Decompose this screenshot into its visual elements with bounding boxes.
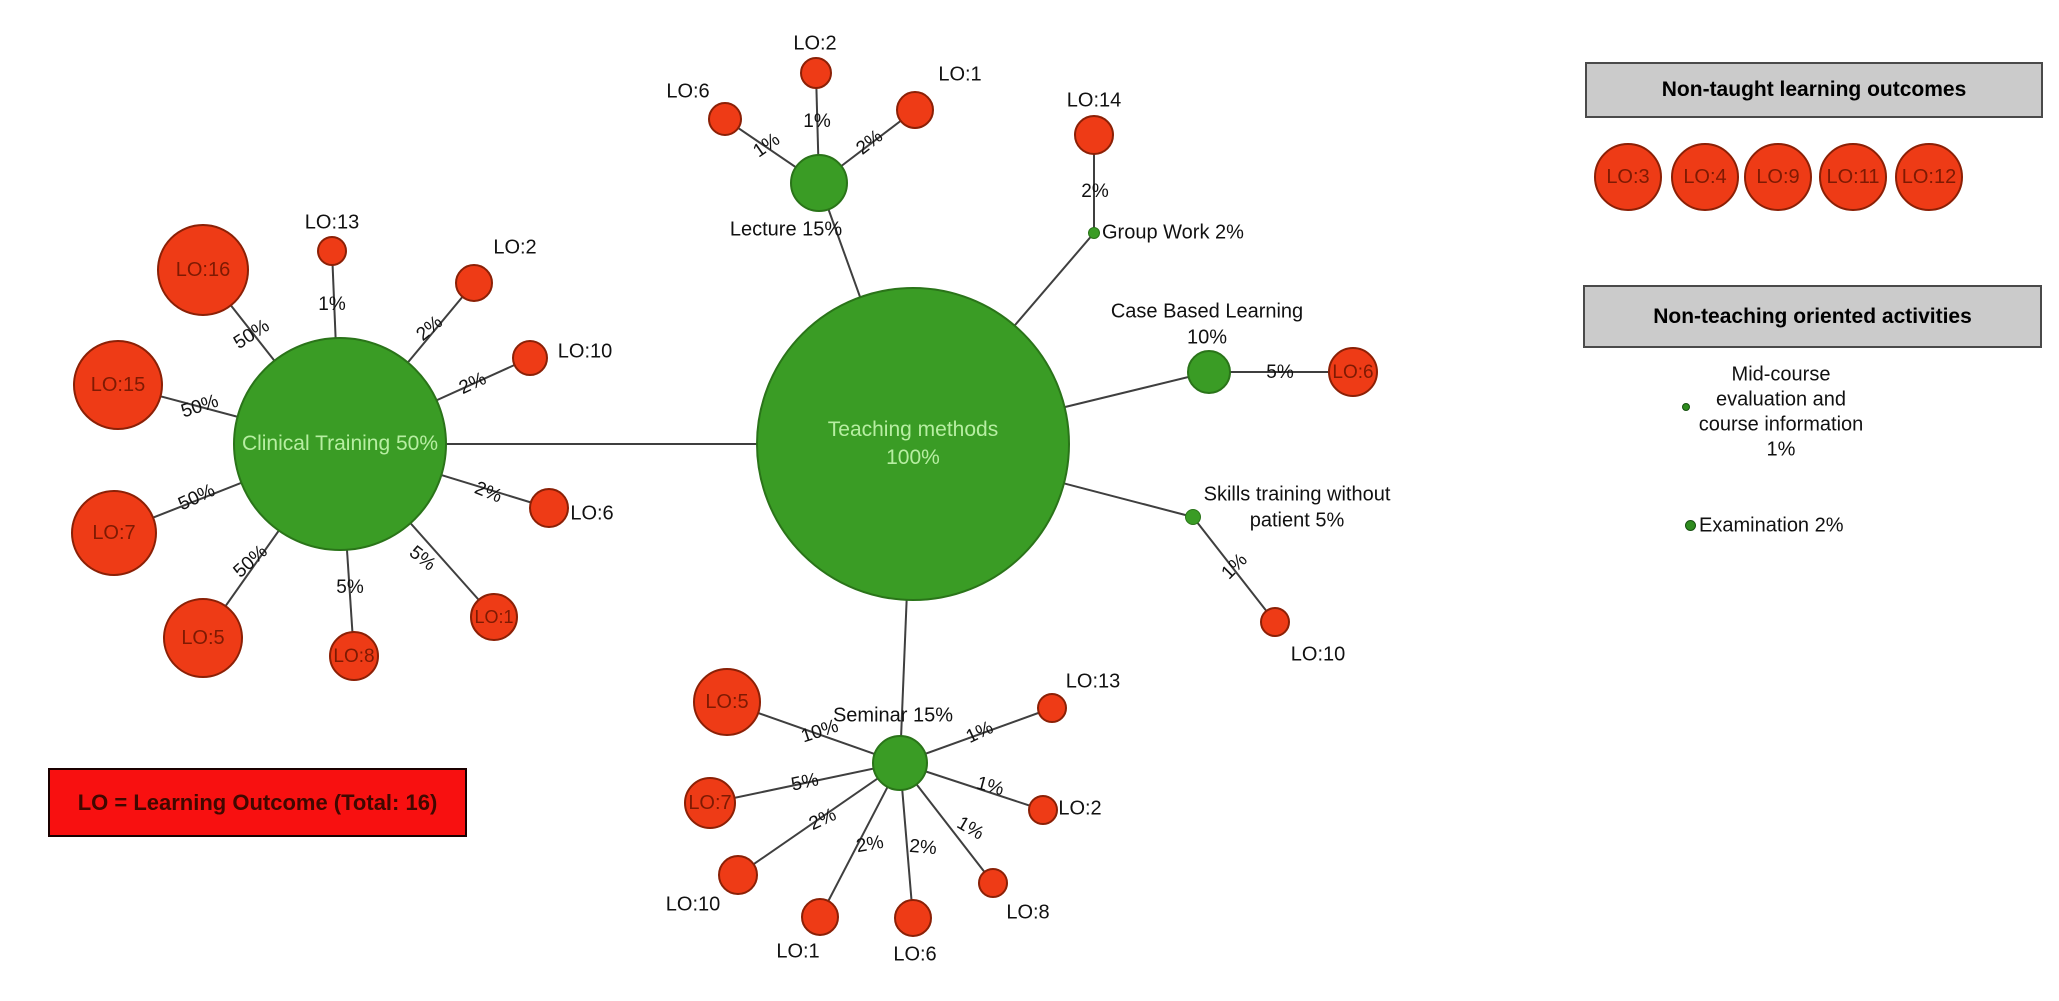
node-s_lo1 <box>801 898 839 936</box>
node-c_lo1-label: LO:1 <box>474 607 514 627</box>
legend-circle-lo4: LO:4 <box>1671 143 1739 211</box>
legend-title-non-teaching: Non-teaching oriented activities <box>1583 285 2042 348</box>
node-seminar <box>872 735 928 791</box>
midcourse-line-4: 1% <box>1766 438 1796 461</box>
legend-circle-lo9-label: LO:9 <box>1756 165 1800 188</box>
node-c_lo6 <box>529 488 569 528</box>
node-teaching-label: Teaching methods 100% <box>827 417 999 469</box>
node-sk_lo10 <box>1260 607 1290 637</box>
midcourse-dot-icon <box>1682 403 1690 411</box>
node-c_lo8-label: LO:8 <box>333 645 375 667</box>
node-lo14 <box>1074 115 1114 155</box>
node-c_lo2 <box>455 264 493 302</box>
node-c_lo7-label: LO:7 <box>92 522 136 544</box>
node-teaching: Teaching methods 100% <box>756 287 1070 601</box>
examination-label: Examination 2% <box>1699 514 1844 537</box>
legend-circle-lo11: LO:11 <box>1819 143 1887 211</box>
node-clinical: Clinical Training 50% <box>233 337 447 551</box>
node-s_lo13 <box>1037 693 1067 723</box>
legend-circle-lo4-label: LO:4 <box>1683 165 1727 188</box>
legend-title-non-teaching-label: Non-teaching oriented activities <box>1653 304 1972 328</box>
node-c_lo8: LO:8 <box>329 631 379 681</box>
legend-circle-lo11-label: LO:11 <box>1826 165 1880 188</box>
node-c_lo15-label: LO:15 <box>90 374 146 396</box>
node-c_lo5: LO:5 <box>163 598 243 678</box>
midcourse-line-3: course information <box>1698 413 1864 436</box>
node-cbl_lo6-label: LO:6 <box>1332 361 1374 383</box>
edge-seminar-s_lo10 <box>737 762 901 876</box>
node-clinical-label: Clinical Training 50% <box>241 431 439 455</box>
node-cbl <box>1187 350 1231 394</box>
node-c_lo13 <box>317 236 347 266</box>
node-s_lo10 <box>718 855 758 895</box>
legend-title-non-taught: Non-taught learning outcomes <box>1585 62 2043 118</box>
node-cbl_lo6: LO:6 <box>1328 347 1378 397</box>
key-box-label: LO = Learning Outcome (Total: 16) <box>77 789 438 815</box>
midcourse-line-1: Mid-course <box>1731 363 1831 386</box>
node-c_lo16-label: LO:16 <box>175 259 231 281</box>
node-l_lo2 <box>800 57 832 89</box>
node-skills <box>1185 509 1201 525</box>
node-c_lo5-label: LO:5 <box>181 627 225 649</box>
node-s_lo2 <box>1028 795 1058 825</box>
node-lecture <box>790 154 848 212</box>
node-c_lo1: LO:1 <box>470 593 518 641</box>
key-box: LO = Learning Outcome (Total: 16) <box>48 768 467 837</box>
node-s_lo5-label: LO:5 <box>705 691 749 713</box>
legend-circle-lo9: LO:9 <box>1744 143 1812 211</box>
examination-dot-icon <box>1685 520 1696 531</box>
node-s_lo6 <box>894 899 932 937</box>
edge-skills-sk_lo10 <box>1192 516 1276 623</box>
legend-circle-lo3-label: LO:3 <box>1606 165 1650 188</box>
node-l_lo1 <box>896 91 934 129</box>
node-s_lo8 <box>978 868 1008 898</box>
node-s_lo7-label: LO:7 <box>688 792 732 814</box>
node-l_lo6 <box>708 102 742 136</box>
legend-title-non-taught-label: Non-taught learning outcomes <box>1661 78 1967 101</box>
node-c_lo10 <box>512 340 548 376</box>
node-c_lo7: LO:7 <box>71 490 157 576</box>
edge-seminar-s_lo7 <box>709 762 901 804</box>
midcourse-line-2: evaluation and <box>1715 388 1847 411</box>
node-c_lo16: LO:16 <box>157 224 249 316</box>
legend-circle-lo12: LO:12 <box>1895 143 1963 211</box>
node-s_lo7: LO:7 <box>684 777 736 829</box>
node-groupwork <box>1088 227 1100 239</box>
legend-circle-lo12-label: LO:12 <box>1901 165 1957 188</box>
node-c_lo15: LO:15 <box>73 340 163 430</box>
edge-seminar-s_lo1 <box>819 762 901 918</box>
node-s_lo5: LO:5 <box>693 668 761 736</box>
legend-circle-lo3: LO:3 <box>1594 143 1662 211</box>
